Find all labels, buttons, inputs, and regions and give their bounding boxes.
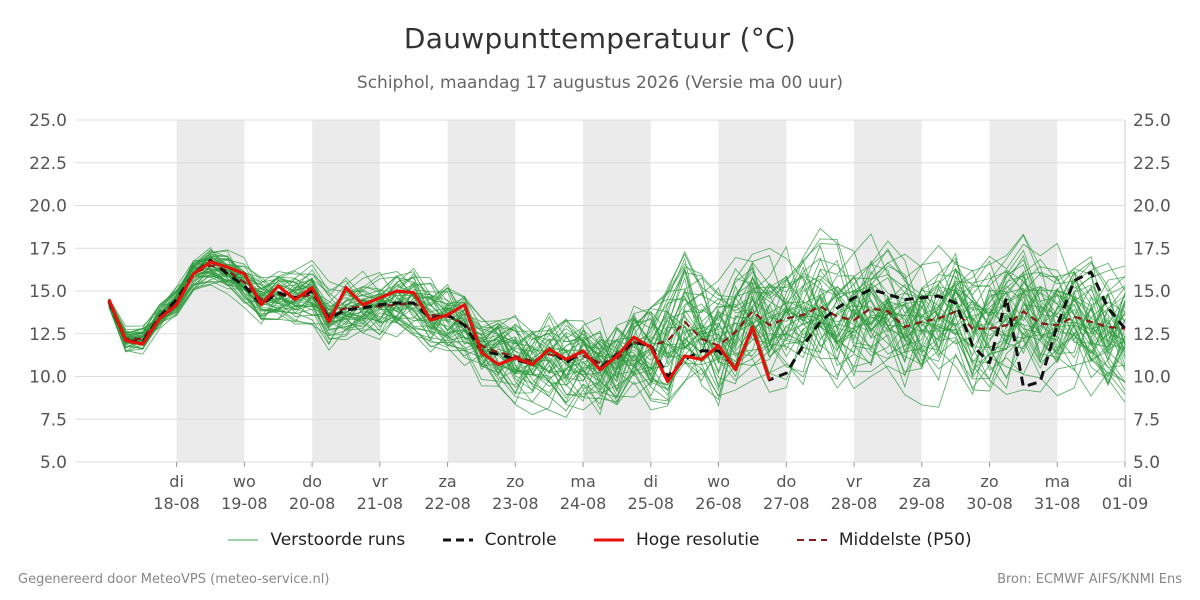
ensemble-member-line: [108, 269, 1126, 401]
x-tick-weekday: ma: [570, 472, 595, 491]
y-tick-label-right: 15.0: [1133, 282, 1171, 302]
x-tick-weekday: zo: [980, 472, 998, 491]
y-tick-label-right: 10.0: [1133, 368, 1171, 388]
x-tick-date: 25-08: [628, 494, 675, 513]
y-tick-label-left: 25.0: [29, 111, 67, 131]
x-tick-weekday: za: [913, 472, 931, 491]
y-tick-label-right: 25.0: [1133, 111, 1171, 131]
y-tick-label-right: 7.5: [1133, 410, 1160, 430]
y-tick-label-left: 17.5: [29, 239, 67, 259]
x-tick-weekday: wo: [707, 472, 730, 491]
ensemble-member-line: [108, 270, 1126, 381]
x-tick-weekday: di: [169, 472, 184, 491]
ensemble-member-line: [108, 254, 1126, 395]
y-tick-label-left: 7.5: [40, 410, 67, 430]
x-tick-weekday: do: [302, 472, 322, 491]
legend-swatch-ensemble: [228, 539, 259, 541]
y-tick-label-right: 20.0: [1133, 197, 1171, 217]
legend-swatch-median: [796, 539, 827, 541]
ensemble-member-line: [108, 257, 1126, 399]
x-tick-weekday: ma: [1045, 472, 1070, 491]
y-tick-label-right: 22.5: [1133, 154, 1171, 174]
y-tick-label-left: 15.0: [29, 282, 67, 302]
x-tick-date: 31-08: [1034, 494, 1081, 513]
ensemble-member-line: [108, 250, 1126, 380]
legend-item-hires[interactable]: Hoge resolutie: [593, 530, 760, 550]
legend-label-ensemble: Verstoorde runs: [270, 530, 406, 550]
x-tick-date: 30-08: [966, 494, 1013, 513]
x-tick-weekday: do: [776, 472, 796, 491]
x-tick-date: 29-08: [899, 494, 946, 513]
legend-label-median: Middelste (P50): [838, 530, 972, 550]
x-tick-date: 20-08: [289, 494, 336, 513]
legend-item-control[interactable]: Controle: [442, 530, 557, 550]
ensemble-member-line: [108, 260, 1126, 394]
x-tick-date: 22-08: [424, 494, 471, 513]
y-tick-label-right: 17.5: [1133, 239, 1171, 259]
x-tick-weekday: wo: [233, 472, 256, 491]
chart-legend: Verstoorde runs Controle Hoge resolutie …: [0, 530, 1200, 551]
hires-line: [107, 260, 771, 384]
ensemble-member-line: [108, 240, 1126, 403]
y-tick-label-left: 20.0: [29, 197, 67, 217]
legend-swatch-control: [442, 538, 473, 542]
y-tick-label-right: 5.0: [1133, 453, 1160, 473]
legend-item-ensemble[interactable]: Verstoorde runs: [228, 530, 405, 550]
x-tick-date: 23-08: [492, 494, 539, 513]
chart-title: Dauwpunttemperatuur (°C): [403, 22, 797, 55]
x-tick-date: 19-08: [221, 494, 268, 513]
x-tick-weekday: zo: [506, 472, 524, 491]
x-tick-weekday: vr: [846, 472, 862, 491]
legend-swatch-hires: [593, 538, 624, 542]
x-tick-date: 01-09: [1102, 494, 1149, 513]
ensemble-member-line: [108, 259, 1126, 379]
x-tick-weekday: vr: [372, 472, 388, 491]
y-tick-label-left: 22.5: [29, 154, 67, 174]
footer-credit: Gegenereerd door MeteoVPS (meteo-service…: [18, 572, 330, 587]
x-tick-weekday: za: [438, 472, 456, 491]
x-tick-weekday: di: [644, 472, 659, 491]
x-tick-date: 27-08: [763, 494, 810, 513]
median-line: [107, 264, 1126, 364]
y-tick-label-left: 5.0: [40, 453, 67, 473]
y-tick-label-right: 12.5: [1133, 325, 1171, 345]
x-tick-date: 18-08: [153, 494, 200, 513]
y-tick-label-left: 12.5: [29, 325, 67, 345]
x-tick-date: 24-08: [560, 494, 607, 513]
x-tick-weekday: di: [1118, 472, 1133, 491]
x-tick-date: 26-08: [695, 494, 742, 513]
legend-item-median[interactable]: Middelste (P50): [796, 530, 972, 550]
footer-source: Bron: ECMWF AIFS/KNMI Ens: [997, 572, 1182, 587]
ensemble-member-line: [108, 254, 1126, 402]
legend-label-control: Controle: [484, 530, 557, 550]
legend-label-hires: Hoge resolutie: [635, 530, 760, 550]
x-tick-date: 28-08: [831, 494, 878, 513]
y-tick-label-left: 10.0: [29, 368, 67, 388]
x-tick-date: 21-08: [357, 494, 404, 513]
ensemble-member-line: [108, 249, 1126, 396]
chart-subtitle: Schiphol, maandag 17 augustus 2026 (Vers…: [356, 73, 844, 93]
ensemble-member-line: [108, 259, 1126, 395]
